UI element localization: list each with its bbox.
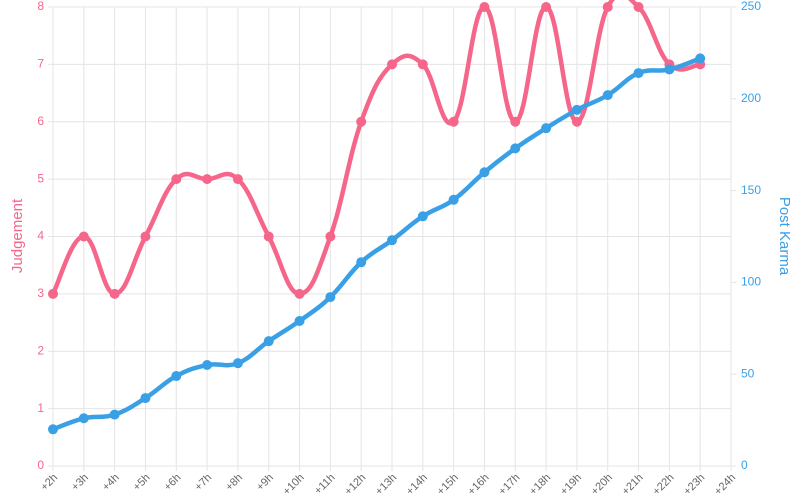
data-point — [48, 424, 58, 435]
data-point — [232, 174, 243, 185]
y-axis-title: Judgement — [9, 198, 26, 273]
x-tick-label: +11h — [312, 472, 337, 497]
data-point — [448, 116, 459, 127]
x-tick-label: +22h — [651, 472, 677, 498]
data-point — [479, 167, 490, 178]
y2-tick-label: 200 — [741, 91, 761, 105]
y-tick-label: 4 — [37, 229, 44, 243]
data-point — [356, 257, 367, 268]
x-tick-label: +20h — [589, 472, 615, 498]
x-tick-label: +24h — [712, 472, 738, 498]
data-point — [325, 231, 336, 242]
data-point — [325, 292, 336, 303]
y-tick-label: 2 — [37, 343, 44, 357]
data-point — [109, 409, 120, 420]
data-point — [140, 393, 151, 404]
series-line — [52, 56, 701, 432]
y2-tick-label: 100 — [741, 275, 761, 289]
data-point — [171, 371, 182, 382]
data-point — [571, 116, 582, 127]
data-point — [633, 2, 644, 12]
y2-tick-label: 150 — [741, 183, 761, 197]
data-point — [417, 211, 428, 222]
data-point — [263, 231, 274, 242]
y-tick-label: 0 — [37, 458, 44, 472]
data-point — [140, 231, 151, 242]
data-point — [202, 174, 213, 185]
x-tick-label: +21h — [620, 472, 646, 498]
data-point — [541, 2, 552, 12]
data-point — [356, 116, 367, 127]
data-point — [202, 360, 213, 371]
data-point — [417, 59, 428, 70]
data-point — [571, 104, 582, 115]
data-point — [263, 336, 274, 347]
data-point — [602, 2, 613, 12]
data-point — [171, 174, 182, 185]
x-tick-label: +13h — [373, 472, 399, 498]
data-point — [387, 59, 397, 70]
data-point — [109, 288, 120, 299]
data-point — [294, 288, 305, 299]
y-tick-label: 6 — [37, 114, 44, 128]
data-point — [695, 53, 706, 64]
x-tick-label: +4h — [100, 472, 122, 494]
x-tick-label: +9h — [254, 472, 276, 494]
x-tick-label: +6h — [162, 472, 184, 494]
y-tick-label: 3 — [37, 286, 44, 300]
data-point — [510, 116, 521, 127]
x-tick-label: +3h — [69, 472, 91, 494]
x-tick-label: +15h — [435, 472, 461, 498]
x-tick-label: +19h — [558, 472, 584, 498]
x-tick-label: +14h — [404, 472, 430, 498]
x-tick-label: +23h — [681, 472, 707, 498]
y2-tick-label: 250 — [741, 0, 761, 13]
data-point — [664, 64, 675, 75]
x-tick-label: +5h — [131, 472, 153, 494]
y-tick-label: 1 — [37, 401, 44, 415]
data-point — [510, 143, 521, 154]
x-tick-label: +12h — [342, 472, 368, 498]
x-tick-label: +10h — [281, 472, 307, 498]
x-tick-label: +17h — [496, 472, 522, 498]
data-point — [602, 90, 613, 101]
x-tick-label: +16h — [466, 472, 492, 498]
y-tick-label: 8 — [37, 0, 44, 13]
data-point — [294, 315, 305, 326]
x-tick-label: +2h — [38, 472, 60, 494]
data-point — [387, 235, 397, 246]
y2-tick-label: 50 — [741, 366, 755, 380]
data-point — [78, 413, 89, 424]
data-point — [541, 123, 552, 134]
data-point — [479, 2, 490, 12]
x-tick-label: +7h — [193, 472, 215, 494]
y-tick-label: 7 — [37, 57, 44, 71]
x-tick-label: +18h — [527, 472, 553, 498]
data-point — [48, 288, 58, 299]
y2-tick-label: 0 — [741, 458, 748, 472]
data-point — [232, 358, 243, 369]
data-point — [78, 231, 89, 242]
y-tick-label: 5 — [37, 171, 44, 185]
y2-axis-title: Post Karma — [776, 197, 793, 276]
data-point — [633, 68, 644, 79]
data-point — [448, 194, 459, 205]
x-tick-label: +8h — [223, 472, 245, 494]
